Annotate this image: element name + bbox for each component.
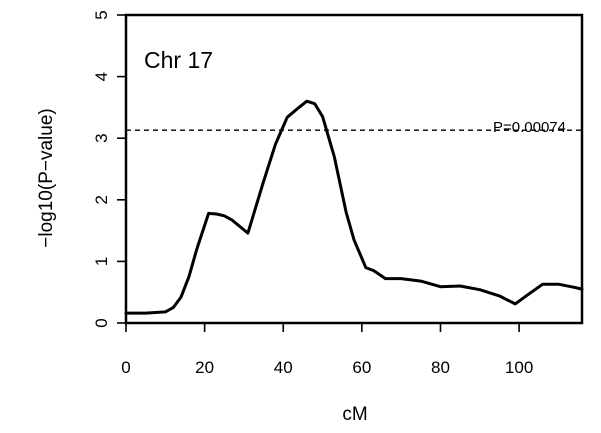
x-tick-label: 60	[352, 358, 371, 377]
plot-frame	[124, 13, 584, 325]
y-tick-label: 1	[92, 257, 111, 266]
y-axis-title: −log10(P−value)	[36, 108, 57, 247]
x-tick-label: 100	[505, 358, 533, 377]
threshold-label: P=0.00074	[493, 119, 566, 136]
x-tick-label: 0	[121, 358, 130, 377]
panel-label: Chr 17	[144, 47, 213, 73]
x-tick-label: 40	[274, 358, 293, 377]
plot-layer: 0 1 2 3 4 5 0 20 40 60 80 100	[92, 10, 584, 377]
series-line	[124, 99, 584, 315]
y-tick-label: 2	[92, 195, 111, 204]
y-tick-label: 5	[92, 10, 111, 19]
y-tick-label: 3	[92, 133, 111, 142]
x-tick-label: 20	[195, 358, 214, 377]
y-tick-label: 4	[92, 72, 111, 81]
x-axis-title: cM	[342, 404, 367, 425]
y-tick-label: 0	[92, 318, 111, 327]
x-tick-label: 80	[431, 358, 450, 377]
